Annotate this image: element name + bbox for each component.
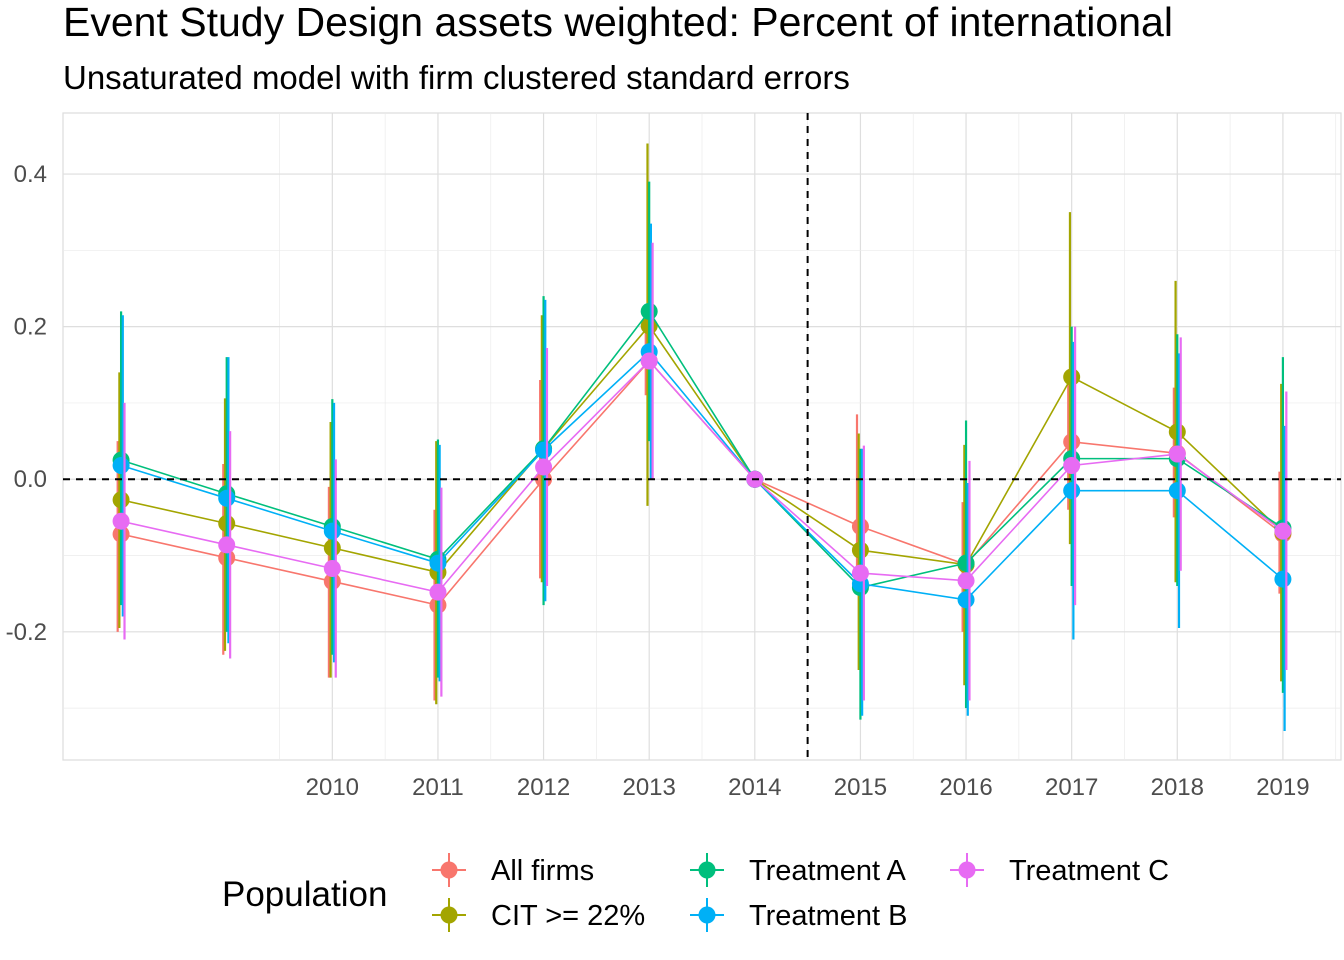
legend-label: Treatment A [749, 855, 907, 887]
legend-label: Treatment B [749, 900, 907, 932]
legend: Population All firms CIT >= 22% Treatment … [222, 853, 1169, 932]
x-tick-label: 2019 [1256, 774, 1309, 801]
x-tick-label: 2011 [412, 774, 464, 801]
data-point [218, 489, 236, 507]
data-point [640, 352, 658, 370]
series-line [120, 350, 1284, 601]
legend-key [432, 853, 466, 887]
data-point [429, 554, 447, 572]
data-point [1063, 482, 1081, 500]
data-point [957, 591, 975, 609]
data-point [1274, 522, 1292, 540]
series-line [120, 324, 1284, 574]
x-tick-label: 2016 [939, 774, 992, 801]
x-tick-label: 2015 [834, 774, 887, 801]
series-treatment-c [112, 242, 1292, 701]
data-point [323, 522, 341, 540]
data-point [1063, 456, 1081, 474]
chart-title: Event Study Design assets weighted: Perc… [63, 0, 1173, 45]
data-point [112, 456, 130, 474]
legend-key-point [958, 861, 976, 879]
series-line [120, 359, 1284, 594]
data-point [640, 302, 658, 320]
data-point [535, 458, 553, 476]
plot-panel [62, 112, 1342, 761]
legend-key-point [698, 906, 716, 924]
x-tick-label: 2012 [517, 774, 570, 801]
legend-key [432, 898, 466, 932]
legend-label: All firms [491, 855, 594, 887]
legend-key [690, 898, 724, 932]
legend-label: Treatment C [1009, 855, 1169, 887]
data-point [429, 583, 447, 601]
legend-key-point [698, 861, 716, 879]
legend-label: CIT >= 22% [491, 900, 645, 932]
data-point [323, 559, 341, 577]
data-point [112, 512, 130, 530]
data-point [1168, 445, 1186, 463]
y-tick-label: 0.2 [14, 314, 47, 341]
legend-key-point [440, 906, 458, 924]
x-tick-label: 2018 [1151, 774, 1204, 801]
x-axis: 2010 2011 2012 2013 2014 2015 2016 2017 2018 2019 [306, 774, 1310, 801]
series-line [120, 309, 1284, 589]
legend-title: Population [222, 875, 387, 914]
data-point [957, 572, 975, 590]
data-point [851, 564, 869, 582]
data-point [1168, 482, 1186, 500]
legend-key-point [440, 861, 458, 879]
data-point [1274, 570, 1292, 588]
x-tick-label: 2014 [728, 774, 781, 801]
data-point [535, 441, 553, 459]
legend-key [950, 853, 984, 887]
x-tick-label: 2010 [306, 774, 359, 801]
y-axis: -0.2 0.0 0.2 0.4 [6, 161, 47, 646]
x-tick-label: 2017 [1045, 774, 1098, 801]
data-point [957, 554, 975, 572]
data-point [218, 536, 236, 554]
y-tick-label: -0.2 [6, 619, 47, 646]
y-tick-label: 0.0 [14, 466, 47, 493]
x-tick-label: 2013 [622, 774, 675, 801]
legend-key [690, 853, 724, 887]
chart-subtitle: Unsaturated model with firm clustered st… [63, 59, 850, 96]
y-tick-label: 0.4 [14, 161, 47, 188]
